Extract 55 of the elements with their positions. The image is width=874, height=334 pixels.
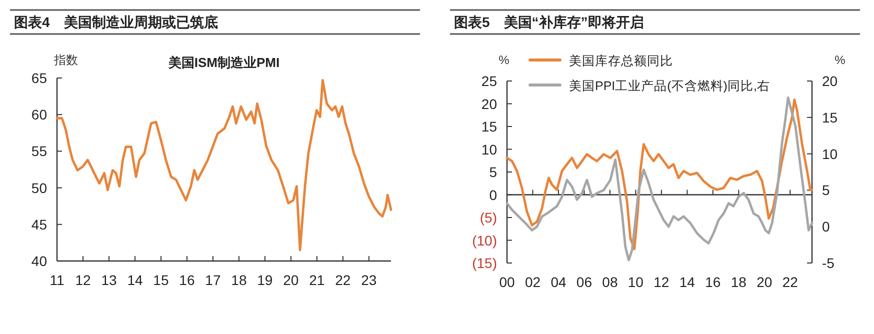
line-series (56, 78, 392, 252)
chart-subtitle: 美国ISM制造业PMI (167, 55, 280, 70)
x-tick-label: 12 (654, 274, 670, 290)
y2-tick-label: 20 (822, 73, 838, 89)
x-tick-label: 21 (309, 272, 325, 288)
y-tick-label: 40 (31, 253, 48, 269)
x-tick-label: 02 (524, 274, 541, 290)
y-tick-label: 60 (31, 106, 48, 123)
x-tick-label: 18 (730, 274, 747, 290)
x-tick-label: 13 (101, 272, 117, 288)
y2-tick-label: 10 (822, 146, 838, 162)
y-axis-title: % (498, 53, 510, 67)
y-axis-title: 指数 (53, 53, 78, 67)
x-tick-label: 20 (283, 272, 299, 288)
x-tick-label: 15 (153, 272, 169, 288)
x-tick-label: 20 (756, 274, 772, 290)
y-tick-label: 50 (31, 180, 48, 196)
y-tick-label: 0 (489, 186, 498, 203)
y2-axis-title: % (834, 53, 846, 67)
chart-title: 图表4 美国制造业周期或已筑底 (14, 14, 218, 30)
y-tick-label: 20 (481, 96, 498, 112)
y-tick-label: 5 (489, 164, 498, 180)
x-tick-label: 04 (550, 274, 566, 290)
x-tick-label: 10 (628, 274, 644, 290)
y-tick-label: (5) (480, 210, 497, 226)
chart-title: 图表5 美国“补库存”即将开启 (454, 14, 644, 30)
y-tick-label: 10 (481, 141, 498, 158)
y-tick-label: 65 (31, 70, 48, 86)
x-tick-label: 17 (205, 272, 221, 288)
y2-tick-label: 15 (822, 109, 838, 126)
x-tick-label: 16 (179, 272, 195, 288)
y-tick-label: 45 (31, 216, 48, 232)
x-tick-label: 18 (231, 272, 247, 288)
y-tick-label: (10) (472, 232, 497, 248)
x-tick-label: 06 (576, 274, 592, 290)
x-tick-label: 16 (705, 274, 721, 290)
y2-tick-label: 0 (822, 218, 830, 235)
x-tick-label: 19 (257, 272, 273, 288)
x-tick-label: 00 (499, 274, 515, 290)
x-tick-label: 22 (782, 274, 798, 290)
y2-tick-label: -5 (822, 255, 835, 271)
legend-label: 美国PPI工业产品(不含燃料)同比,右 (569, 78, 770, 93)
y2-tick-label: 5 (822, 182, 830, 198)
x-tick-label: 14 (127, 272, 143, 288)
y-tick-label: 15 (481, 118, 498, 134)
y-tick-label: 25 (481, 73, 498, 89)
x-tick-label: 23 (361, 272, 377, 288)
legend-label: 美国库存总额同比 (569, 53, 673, 68)
x-tick-label: 14 (679, 274, 696, 290)
y-tick-label: (15) (472, 255, 497, 271)
y-tick-label: 55 (31, 143, 48, 160)
x-tick-label: 08 (602, 274, 618, 290)
x-tick-label: 22 (335, 272, 351, 288)
x-tick-label: 12 (75, 272, 91, 288)
x-tick-label: 11 (50, 272, 64, 288)
